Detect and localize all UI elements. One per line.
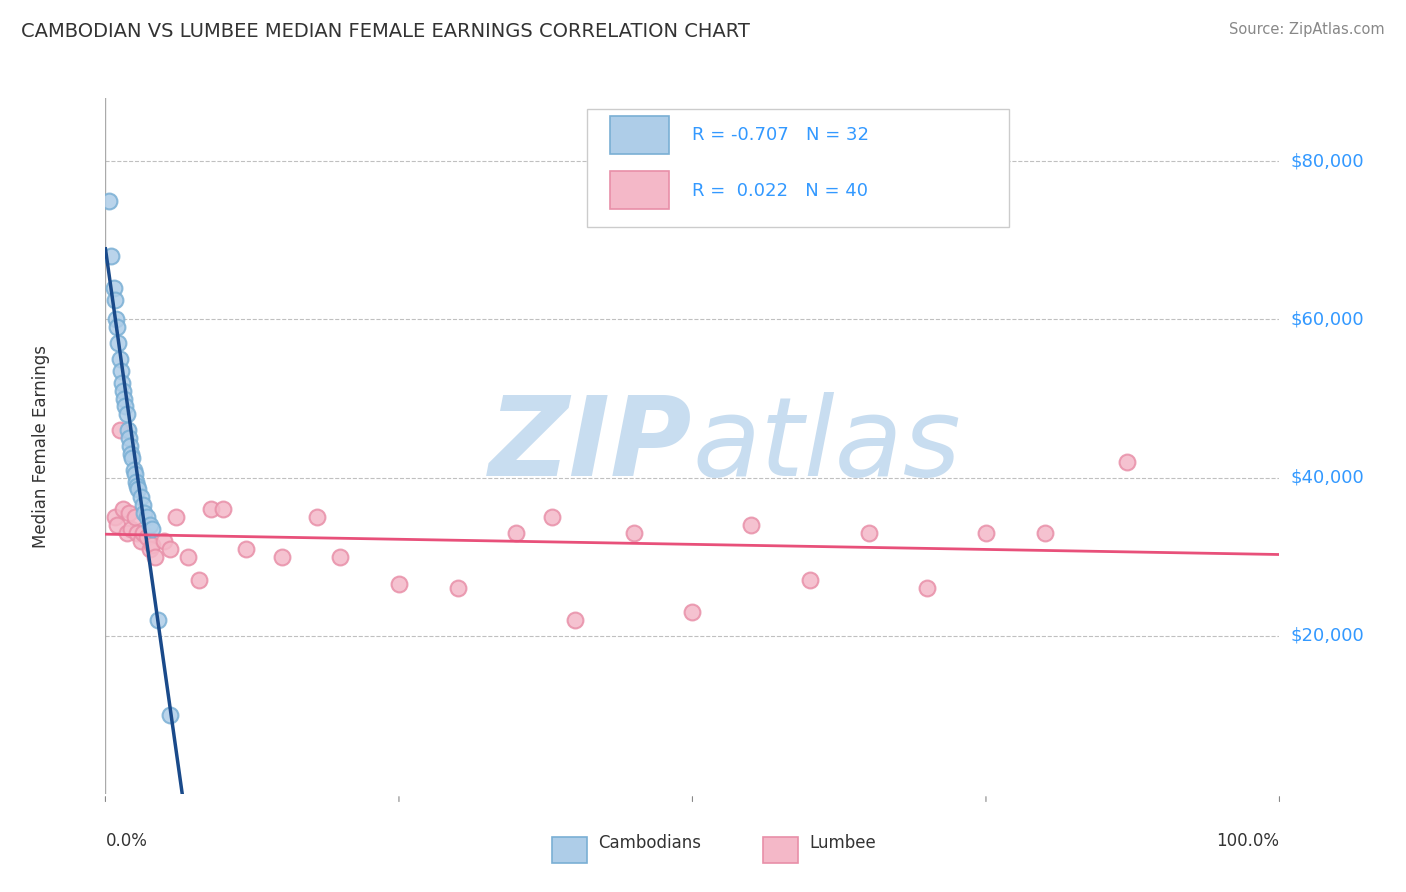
Point bbox=[132, 498, 155, 512]
Point bbox=[148, 613, 170, 627]
Point bbox=[110, 364, 132, 378]
Point bbox=[858, 526, 880, 541]
Point bbox=[129, 533, 152, 548]
Point bbox=[235, 541, 257, 556]
Point bbox=[135, 530, 157, 544]
Point bbox=[682, 605, 704, 619]
Point bbox=[211, 502, 233, 516]
Point bbox=[917, 582, 939, 596]
Point bbox=[127, 483, 149, 497]
Point bbox=[974, 526, 997, 541]
Text: R =  0.022   N = 40: R = 0.022 N = 40 bbox=[693, 182, 869, 200]
Point bbox=[200, 502, 222, 516]
Point bbox=[143, 549, 166, 564]
Text: $80,000: $80,000 bbox=[1291, 153, 1364, 170]
Point bbox=[117, 423, 139, 437]
Point bbox=[105, 518, 128, 533]
Point bbox=[447, 582, 470, 596]
Text: atlas: atlas bbox=[693, 392, 962, 500]
Point bbox=[124, 510, 146, 524]
Bar bbox=[763, 837, 799, 863]
Text: $20,000: $20,000 bbox=[1291, 627, 1364, 645]
Point bbox=[112, 392, 135, 406]
Text: $60,000: $60,000 bbox=[1291, 310, 1364, 328]
Point bbox=[153, 533, 176, 548]
Text: 100.0%: 100.0% bbox=[1216, 832, 1279, 850]
Point bbox=[127, 526, 149, 541]
Point bbox=[540, 510, 562, 524]
Point bbox=[118, 506, 141, 520]
Point bbox=[124, 467, 146, 481]
Point bbox=[108, 352, 131, 367]
Text: Source: ZipAtlas.com: Source: ZipAtlas.com bbox=[1229, 22, 1385, 37]
Point bbox=[98, 194, 121, 208]
Point bbox=[139, 541, 162, 556]
Point bbox=[129, 491, 152, 505]
Point bbox=[623, 526, 645, 541]
Text: ZIP: ZIP bbox=[489, 392, 693, 500]
Text: R = -0.707   N = 32: R = -0.707 N = 32 bbox=[693, 126, 869, 144]
Point bbox=[115, 526, 138, 541]
Point bbox=[112, 384, 135, 398]
Text: CAMBODIAN VS LUMBEE MEDIAN FEMALE EARNINGS CORRELATION CHART: CAMBODIAN VS LUMBEE MEDIAN FEMALE EARNIN… bbox=[21, 22, 749, 41]
Text: Median Female Earnings: Median Female Earnings bbox=[32, 344, 49, 548]
Point bbox=[270, 549, 292, 564]
Point bbox=[114, 400, 136, 414]
Point bbox=[125, 475, 148, 489]
Point bbox=[118, 431, 141, 445]
Point bbox=[159, 541, 181, 556]
Point bbox=[135, 510, 157, 524]
Point bbox=[111, 376, 134, 390]
Bar bbox=[610, 116, 669, 153]
Point bbox=[188, 574, 211, 588]
Point bbox=[115, 408, 138, 422]
Point bbox=[176, 549, 198, 564]
Bar bbox=[610, 171, 669, 210]
Point bbox=[740, 518, 762, 533]
Point bbox=[505, 526, 527, 541]
Point bbox=[132, 526, 155, 541]
Point bbox=[105, 320, 128, 334]
Text: Lumbee: Lumbee bbox=[810, 834, 876, 852]
Point bbox=[165, 510, 187, 524]
Point bbox=[103, 281, 125, 295]
Point bbox=[1033, 526, 1056, 541]
Point bbox=[107, 336, 129, 351]
Point bbox=[127, 478, 149, 492]
Point bbox=[134, 506, 156, 520]
Point bbox=[564, 613, 586, 627]
Point bbox=[329, 549, 352, 564]
Point bbox=[120, 522, 142, 536]
Point bbox=[105, 312, 128, 326]
Text: Cambodians: Cambodians bbox=[599, 834, 702, 852]
Point bbox=[104, 510, 127, 524]
Point bbox=[121, 450, 143, 465]
Point bbox=[108, 423, 131, 437]
Text: 0.0%: 0.0% bbox=[105, 832, 148, 850]
Point bbox=[139, 518, 162, 533]
Point bbox=[120, 447, 142, 461]
Point bbox=[799, 574, 821, 588]
Point bbox=[112, 502, 135, 516]
Point bbox=[104, 293, 127, 307]
Text: $40,000: $40,000 bbox=[1291, 468, 1364, 487]
Point bbox=[141, 522, 163, 536]
Point bbox=[305, 510, 328, 524]
Point bbox=[1115, 455, 1137, 469]
Point bbox=[100, 249, 122, 263]
Bar bbox=[551, 837, 586, 863]
Point bbox=[122, 463, 145, 477]
FancyBboxPatch shape bbox=[586, 109, 1010, 227]
Point bbox=[159, 707, 181, 722]
Point bbox=[141, 538, 163, 552]
Point bbox=[120, 439, 142, 453]
Point bbox=[388, 577, 411, 591]
